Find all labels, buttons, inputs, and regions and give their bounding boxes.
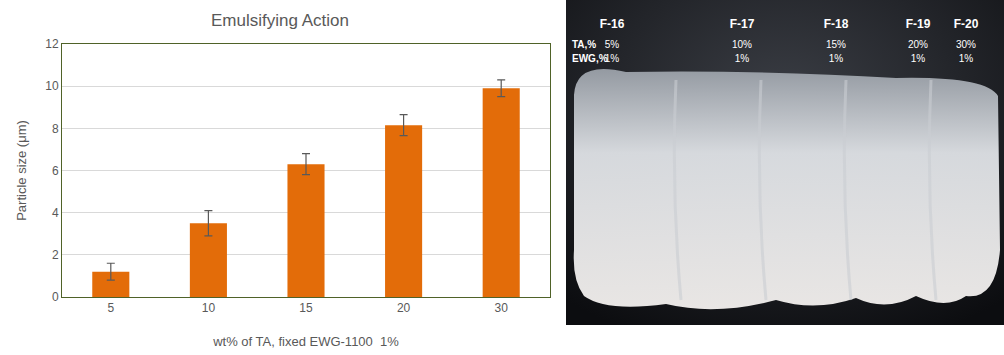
svg-text:F-19: F-19 [906,17,931,31]
svg-text:12: 12 [45,37,59,51]
svg-text:1%: 1% [605,53,620,64]
svg-text:10: 10 [45,79,59,93]
svg-text:F-18: F-18 [824,17,849,31]
svg-text:2: 2 [52,248,59,262]
svg-text:1%: 1% [959,53,974,64]
svg-text:15%: 15% [826,39,846,50]
svg-text:1%: 1% [911,53,926,64]
svg-text:8: 8 [52,122,59,136]
svg-text:1%: 1% [735,53,750,64]
svg-text:F-20: F-20 [954,17,979,31]
svg-text:5%: 5% [605,39,620,50]
svg-text:4: 4 [52,206,59,220]
svg-text:20: 20 [397,301,411,315]
svg-text:EWG,%: EWG,% [572,53,608,64]
svg-text:F-16: F-16 [600,17,625,31]
svg-text:30: 30 [495,301,509,315]
svg-text:1%: 1% [829,53,844,64]
svg-text:Emulsifying Action: Emulsifying Action [211,11,349,30]
svg-text:20%: 20% [908,39,928,50]
svg-text:10%: 10% [732,39,752,50]
svg-text:10: 10 [202,301,216,315]
svg-text:Particle size (μm): Particle size (μm) [14,120,29,221]
svg-text:TA,%: TA,% [572,39,596,50]
svg-text:15: 15 [299,301,313,315]
svg-text:0: 0 [52,290,59,304]
svg-text:wt% of TA, fixed EWG-1100 1%: wt% of TA, fixed EWG-1100 1% [212,334,399,349]
svg-text:F-17: F-17 [730,17,755,31]
svg-text:5: 5 [107,301,114,315]
svg-text:30%: 30% [956,39,976,50]
svg-text:6: 6 [52,164,59,178]
